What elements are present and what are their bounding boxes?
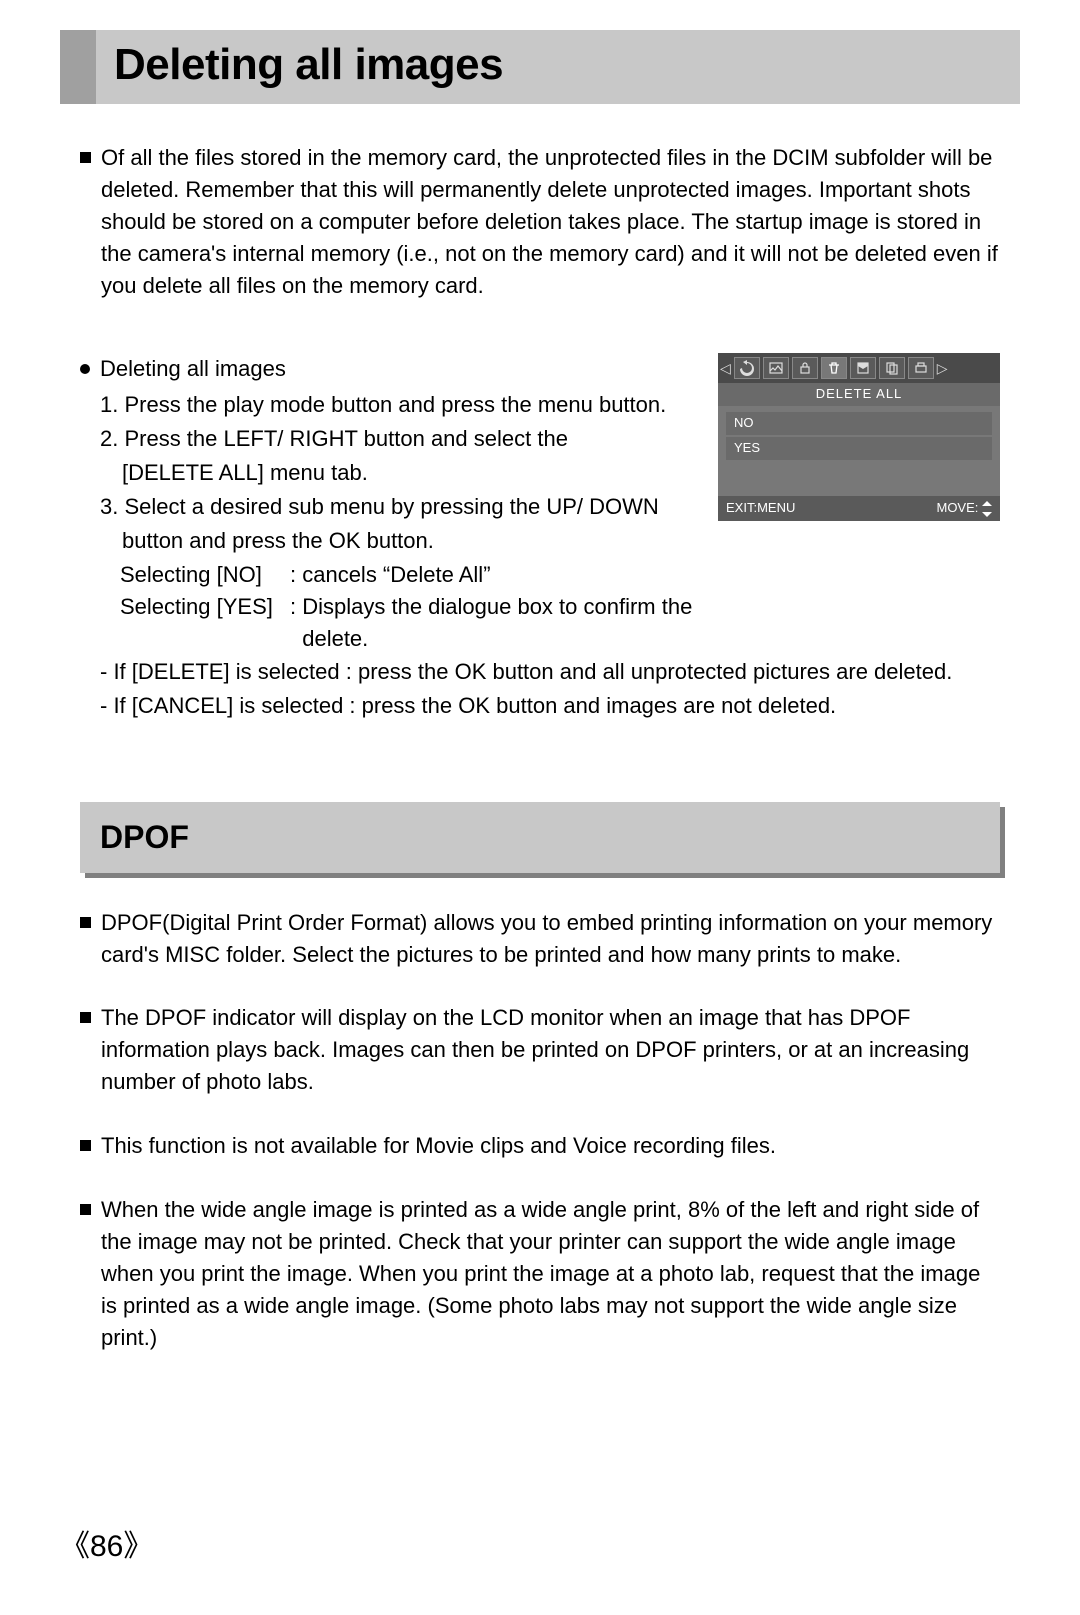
step-2-line1: 2. Press the LEFT/ RIGHT button and sele… <box>100 423 694 455</box>
section-title-dpof: DPOF <box>100 814 980 860</box>
intro-block: Of all the files stored in the memory ca… <box>80 142 1000 301</box>
dpof-bullet-1: DPOF(Digital Print Order Format) allows … <box>80 907 1000 971</box>
camera-exit-label: EXIT:MENU <box>726 499 795 518</box>
camera-menu-illustration: ◁ ▷ DELETE ALL NO YES EXIT:MENU <box>718 353 1000 654</box>
sel-no-label: Selecting [NO] <box>120 559 290 591</box>
page-content: Deleting all images Of all the files sto… <box>0 30 1080 1353</box>
main-content: Of all the files stored in the memory ca… <box>60 142 1020 1353</box>
step-3-line2: button and press the OK button. <box>100 525 694 557</box>
dpof-text-2: The DPOF indicator will display on the L… <box>101 1002 1000 1098</box>
camera-move-text: MOVE: <box>936 500 982 515</box>
sel-no-text: : cancels “Delete All” <box>290 559 491 591</box>
page-title: Deleting all images <box>114 40 1002 90</box>
step-list: 1. Press the play mode button and press … <box>80 389 694 654</box>
bracket-right-icon: 》 <box>123 1530 153 1563</box>
tab-lock-icon <box>792 357 818 379</box>
square-bullet-icon <box>80 1140 91 1151</box>
tab-copy-icon <box>879 357 905 379</box>
square-bullet-icon <box>80 917 91 928</box>
dpof-bullet-3: This function is not available for Movie… <box>80 1130 1000 1162</box>
camera-move-label: MOVE: <box>936 499 992 518</box>
camera-menu-tabs: ◁ ▷ <box>718 353 1000 383</box>
tab-delete-icon <box>821 357 847 379</box>
sel-yes-text-b: delete. <box>290 623 368 655</box>
tab-pictbridge-icon <box>908 357 934 379</box>
sel-yes-text-a: : Displays the dialogue box to confirm t… <box>290 591 692 623</box>
step-2-line2: [DELETE ALL] menu tab. <box>100 457 694 489</box>
sel-yes-spacer <box>120 623 290 655</box>
steps-heading-row: Deleting all images <box>80 353 694 385</box>
camera-menu-body: NO YES <box>718 406 1000 496</box>
dpof-text-1: DPOF(Digital Print Order Format) allows … <box>101 907 1000 971</box>
dpof-text-3: This function is not available for Movie… <box>101 1130 776 1162</box>
page-number-value: 86 <box>90 1530 123 1563</box>
dpof-bullet-2: The DPOF indicator will display on the L… <box>80 1002 1000 1098</box>
steps-wrapper: Deleting all images 1. Press the play mo… <box>80 353 1000 654</box>
tab-image-icon <box>763 357 789 379</box>
dpof-text-4: When the wide angle image is printed as … <box>101 1194 1000 1353</box>
sel-yes-text: : Displays the dialogue box to confirm t… <box>290 591 692 623</box>
sel-yes-row: Selecting [YES] : Displays the dialogue … <box>120 591 694 623</box>
right-arrow-icon: ▷ <box>937 358 948 378</box>
selecting-table: Selecting [NO] : cancels “Delete All” Se… <box>100 559 694 655</box>
updown-arrow-icon <box>982 503 992 515</box>
square-bullet-icon <box>80 1204 91 1215</box>
camera-option-no: NO <box>726 412 992 435</box>
camera-menu-title: DELETE ALL <box>718 383 1000 406</box>
steps-text: Deleting all images 1. Press the play mo… <box>80 353 694 654</box>
title-bar: Deleting all images <box>60 30 1020 104</box>
round-bullet-icon <box>80 364 90 374</box>
dpof-bullet-4: When the wide angle image is printed as … <box>80 1194 1000 1353</box>
section-header-dpof: DPOF <box>80 802 1000 872</box>
sel-no-row: Selecting [NO] : cancels “Delete All” <box>120 559 694 591</box>
square-bullet-icon <box>80 1012 91 1023</box>
page-number: 《86》 <box>60 1521 153 1565</box>
step-3-line1: 3. Select a desired sub menu by pressing… <box>100 491 694 523</box>
sub-note-cancel: - If [CANCEL] is selected : press the OK… <box>80 690 1000 722</box>
camera-menu-footer: EXIT:MENU MOVE: <box>718 496 1000 521</box>
intro-text: Of all the files stored in the memory ca… <box>101 142 1000 301</box>
left-arrow-icon: ◁ <box>720 358 731 378</box>
steps-heading: Deleting all images <box>100 353 286 385</box>
tab-dpof-icon <box>850 357 876 379</box>
tab-rotate-icon <box>734 357 760 379</box>
camera-option-yes: YES <box>726 437 992 460</box>
bracket-left-icon: 《 <box>60 1530 90 1563</box>
sub-note-delete: - If [DELETE] is selected : press the OK… <box>80 656 1000 688</box>
square-bullet-icon <box>80 152 91 163</box>
step-1: 1. Press the play mode button and press … <box>100 389 694 421</box>
sel-yes-row2: delete. <box>120 623 694 655</box>
dpof-bullet-list: DPOF(Digital Print Order Format) allows … <box>80 907 1000 1354</box>
sel-yes-label: Selecting [YES] <box>120 591 290 623</box>
